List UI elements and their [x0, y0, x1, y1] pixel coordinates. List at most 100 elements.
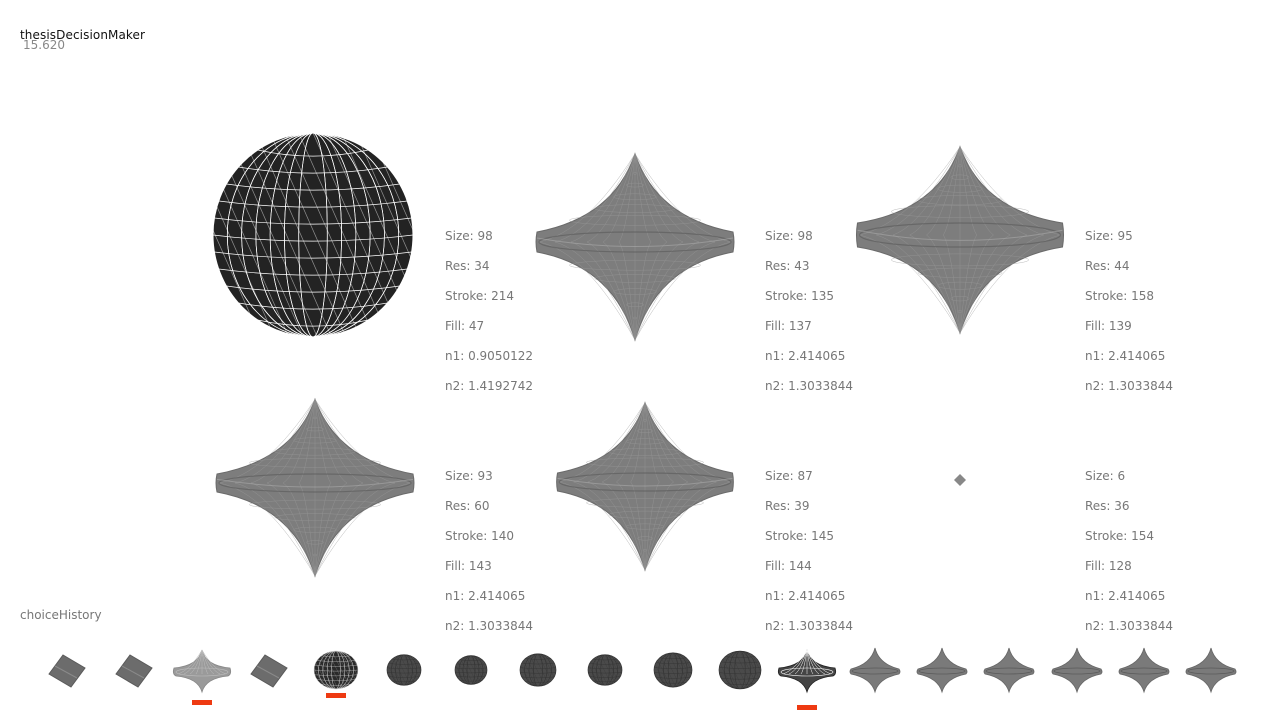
history-item[interactable]	[239, 640, 299, 700]
history-thumbnail	[386, 654, 421, 686]
history-item[interactable]	[777, 640, 837, 700]
shape-mesh	[115, 654, 154, 688]
shape-option[interactable]	[845, 370, 1075, 580]
shape-mesh	[250, 654, 288, 688]
shape-option[interactable]	[525, 130, 755, 342]
param-size: Size: 93	[445, 469, 493, 483]
history-thumbnail	[778, 649, 837, 694]
history-item[interactable]	[710, 640, 770, 700]
shape-option[interactable]	[535, 382, 765, 592]
param-n2: n2: 1.3033844	[765, 619, 853, 633]
param-size: Size: 98	[765, 229, 813, 243]
param-size: Size: 6	[1085, 469, 1126, 483]
param-res: Res: 44	[1085, 259, 1130, 273]
shape-mesh	[855, 145, 1065, 335]
history-item[interactable]	[1114, 640, 1174, 700]
param-n1: n1: 2.414065	[1085, 589, 1166, 603]
frame-rate-readout: 15.620	[23, 38, 65, 52]
shape-params: Size: 95 Res: 44 Stroke: 158 Fill: 139 n…	[1085, 211, 1173, 411]
param-n1: n1: 0.9050122	[445, 349, 533, 363]
shape-option[interactable]	[205, 375, 435, 585]
history-thumbnail	[849, 647, 900, 694]
history-thumbnail	[1185, 647, 1237, 694]
param-fill: Fill: 144	[765, 559, 812, 573]
history-thumbnail	[454, 655, 488, 685]
shape-mesh	[212, 132, 414, 338]
history-thumbnail	[718, 650, 762, 690]
param-fill: Fill: 143	[445, 559, 492, 573]
shape-mesh	[588, 654, 623, 686]
shape-option[interactable]	[205, 125, 435, 338]
param-stroke: Stroke: 158	[1085, 289, 1154, 303]
history-item[interactable]	[979, 640, 1039, 700]
param-res: Res: 34	[445, 259, 490, 273]
param-size: Size: 95	[1085, 229, 1133, 243]
shape-params: Size: 93 Res: 60 Stroke: 140 Fill: 143 n…	[445, 451, 533, 651]
history-thumbnail	[653, 652, 693, 688]
history-item[interactable]	[441, 640, 501, 700]
shape-params: Size: 6 Res: 36 Stroke: 154 Fill: 128 n1…	[1085, 451, 1173, 651]
history-item[interactable]	[104, 640, 164, 700]
param-size: Size: 87	[765, 469, 813, 483]
choice-history-label: choiceHistory	[20, 608, 102, 622]
shape-render	[212, 132, 414, 338]
shape-mesh	[556, 401, 734, 572]
shape-mesh	[454, 655, 488, 685]
shape-mesh	[1051, 647, 1102, 694]
shape-mesh	[386, 654, 421, 686]
shape-render	[535, 152, 735, 342]
shape-params: Size: 98 Res: 43 Stroke: 135 Fill: 137 n…	[765, 211, 853, 411]
shape-mesh	[849, 647, 900, 694]
param-res: Res: 39	[765, 499, 810, 513]
history-item[interactable]	[508, 640, 568, 700]
param-stroke: Stroke: 145	[765, 529, 834, 543]
param-fill: Fill: 47	[445, 319, 485, 333]
history-thumbnail	[983, 647, 1035, 694]
shape-mesh	[653, 652, 693, 688]
param-stroke: Stroke: 154	[1085, 529, 1154, 543]
shape-mesh	[778, 649, 837, 694]
param-stroke: Stroke: 214	[445, 289, 514, 303]
shape-mesh	[718, 650, 762, 690]
shape-params: Size: 98 Res: 34 Stroke: 214 Fill: 47 n1…	[445, 211, 533, 411]
history-item[interactable]	[1181, 640, 1241, 700]
param-fill: Fill: 139	[1085, 319, 1132, 333]
param-res: Res: 43	[765, 259, 810, 273]
shape-mesh	[1118, 647, 1170, 694]
history-thumbnail	[172, 649, 231, 694]
history-thumbnail	[519, 653, 557, 687]
shape-render	[855, 145, 1065, 335]
shape-mesh	[519, 653, 557, 687]
history-thumbnail	[916, 647, 968, 694]
shape-mesh	[172, 649, 231, 694]
history-item[interactable]	[912, 640, 972, 700]
history-item[interactable]	[306, 640, 366, 700]
param-n2: n2: 1.3033844	[765, 379, 853, 393]
history-thumbnail	[1118, 647, 1170, 694]
history-thumbnail	[313, 650, 359, 690]
shape-mesh	[313, 650, 359, 690]
history-item[interactable]	[643, 640, 703, 700]
history-item[interactable]	[845, 640, 905, 700]
shape-option[interactable]	[845, 133, 1075, 343]
shape-mesh	[916, 647, 968, 694]
param-n1: n1: 2.414065	[1085, 349, 1166, 363]
shape-render	[215, 397, 415, 578]
history-thumbnail	[48, 654, 86, 688]
history-item[interactable]	[374, 640, 434, 700]
param-n2: n2: 1.3033844	[445, 619, 533, 633]
selected-marker	[191, 700, 212, 705]
param-stroke: Stroke: 135	[765, 289, 834, 303]
history-item[interactable]	[172, 640, 232, 700]
param-n1: n1: 2.414065	[445, 589, 526, 603]
history-thumbnail	[1051, 647, 1102, 694]
history-item[interactable]	[37, 640, 97, 700]
shape-render	[954, 474, 966, 486]
history-thumbnail	[588, 654, 623, 686]
shape-mesh	[983, 647, 1035, 694]
history-item[interactable]	[575, 640, 635, 700]
shape-mesh	[215, 397, 415, 578]
history-item[interactable]	[1047, 640, 1107, 700]
param-n2: n2: 1.3033844	[1085, 619, 1173, 633]
selected-marker	[797, 705, 818, 710]
